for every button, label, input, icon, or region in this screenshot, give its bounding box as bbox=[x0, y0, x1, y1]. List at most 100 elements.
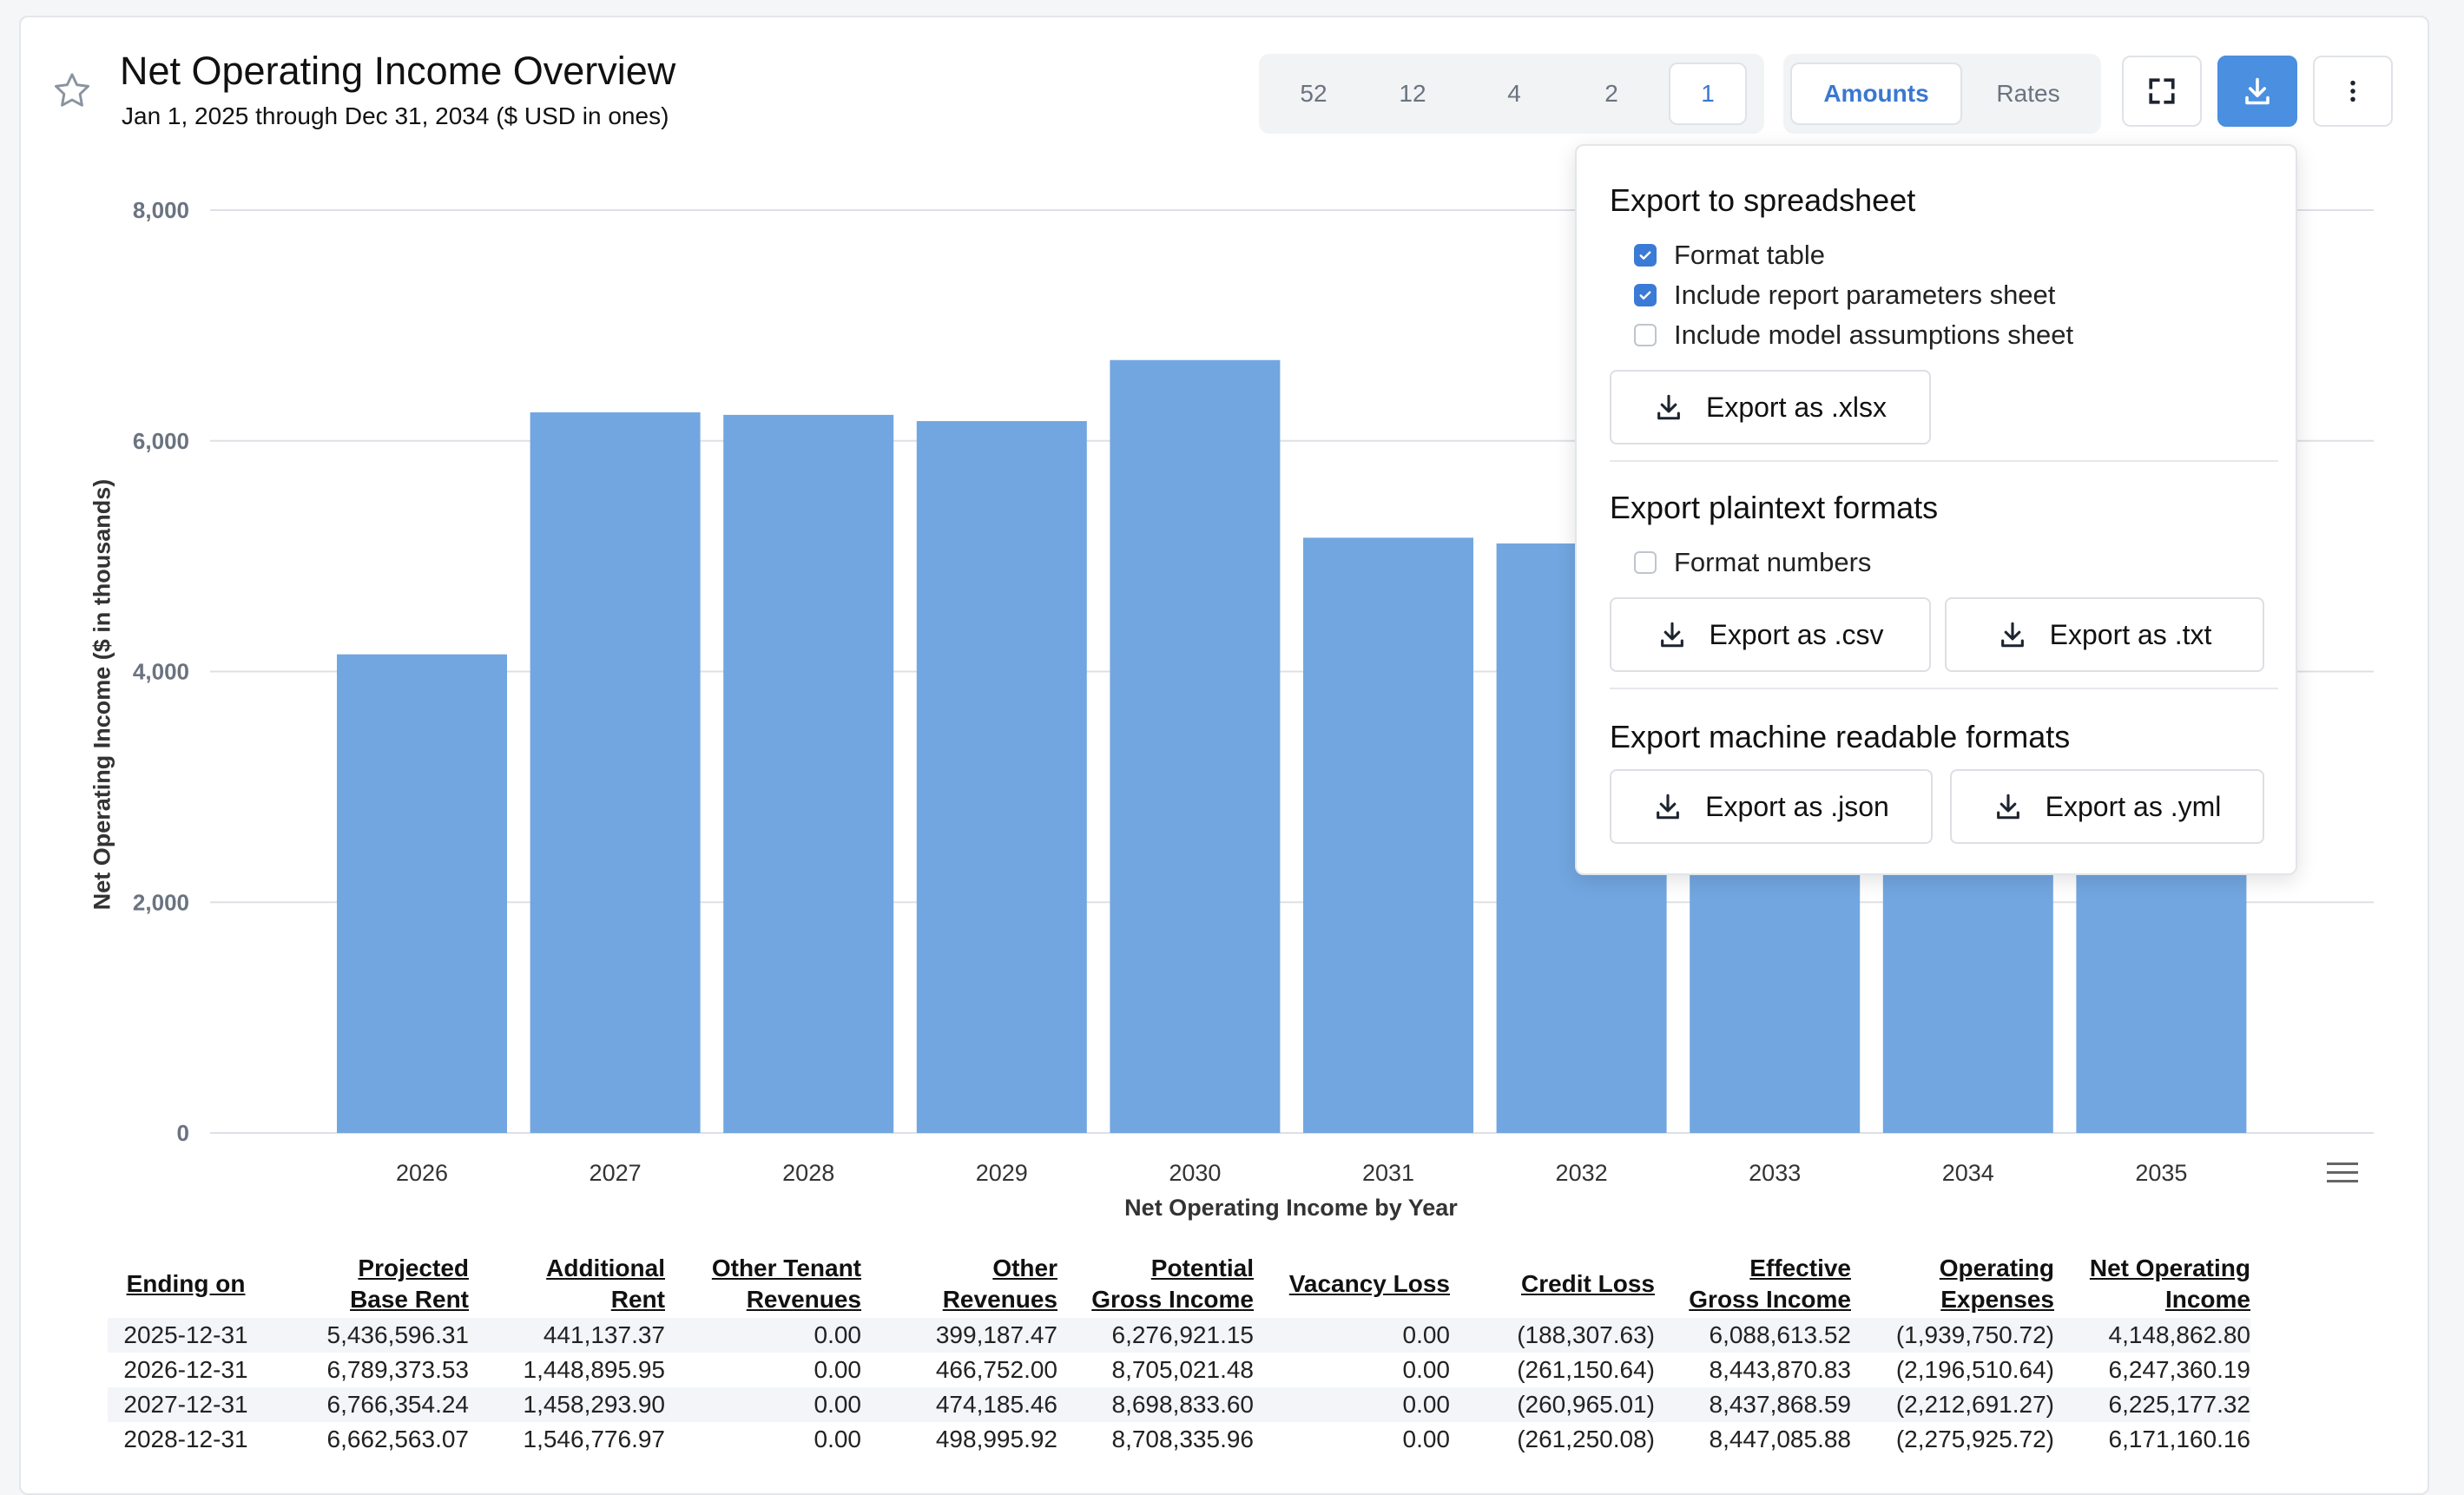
column-header[interactable]: Ending on bbox=[108, 1250, 264, 1318]
checkbox-unchecked-icon bbox=[1634, 551, 1657, 574]
period-option-1[interactable]: 1 bbox=[1669, 63, 1747, 125]
bar-2031[interactable] bbox=[1303, 537, 1473, 1133]
period-option-4[interactable]: 4 bbox=[1507, 80, 1521, 107]
checkbox-unchecked-icon bbox=[1634, 324, 1657, 346]
download-button[interactable] bbox=[2217, 56, 2297, 127]
column-header[interactable]: Effective Gross Income bbox=[1655, 1250, 1851, 1318]
y-tick-label: 0 bbox=[177, 1120, 189, 1146]
x-tick-label: 2027 bbox=[590, 1160, 642, 1186]
table-cell: 6,662,563.07 bbox=[326, 1426, 470, 1452]
bar-2026[interactable] bbox=[337, 654, 507, 1133]
export-xlsx-label: Export as .xlsx bbox=[1705, 391, 1888, 423]
y-tick-label: 4,000 bbox=[133, 659, 189, 685]
column-header[interactable]: Potential Gross Income bbox=[1057, 1250, 1254, 1318]
format-numbers-label: Format numbers bbox=[1674, 547, 1872, 577]
x-tick-label: 2028 bbox=[782, 1160, 834, 1186]
hamburger-icon[interactable] bbox=[2325, 1160, 2360, 1186]
mode-rates-tab[interactable]: Rates bbox=[1996, 80, 2060, 107]
table-cell: 8,698,833.60 bbox=[1057, 1387, 1254, 1422]
table-cell: 6,276,921.15 bbox=[1057, 1318, 1254, 1353]
x-tick-label: 2030 bbox=[1169, 1160, 1221, 1186]
export-txt-button[interactable]: Export as .txt bbox=[1945, 597, 2264, 672]
page-subtitle: Jan 1, 2025 through Dec 31, 2034 ($ USD … bbox=[122, 102, 669, 129]
format-table-checkbox[interactable]: Format table bbox=[1634, 240, 1825, 271]
table-cell: 8,705,021.48 bbox=[1111, 1356, 1255, 1383]
table-cell: 5,436,596.31 bbox=[264, 1318, 469, 1353]
star-icon[interactable] bbox=[50, 69, 94, 113]
noi-data-table: Ending on Projected Base Rent Additional Ren… bbox=[108, 1250, 2250, 1457]
checkbox-checked-icon bbox=[1634, 244, 1657, 267]
export-txt-label: Export as .txt bbox=[2049, 618, 2212, 650]
export-xlsx-button[interactable]: Export as .xlsx bbox=[1610, 370, 1931, 445]
table-cell: (2,196,510.64) bbox=[1895, 1356, 2054, 1383]
format-numbers-checkbox[interactable]: Format numbers bbox=[1634, 547, 1871, 578]
more-options-button[interactable] bbox=[2313, 56, 2393, 127]
download-icon bbox=[1657, 394, 1680, 420]
x-tick-label: 2033 bbox=[1749, 1160, 1801, 1186]
download-icon bbox=[2000, 622, 2024, 648]
column-header[interactable]: Net Operating Income bbox=[2054, 1250, 2250, 1318]
bar-2029[interactable] bbox=[916, 421, 1087, 1133]
column-header[interactable]: Projected Base Rent bbox=[264, 1250, 469, 1318]
export-json-button[interactable]: Export as .json bbox=[1610, 769, 1933, 844]
table-cell: 0.00 bbox=[1254, 1318, 1450, 1353]
download-icon bbox=[1657, 794, 1680, 820]
column-header-label: Revenues bbox=[942, 1286, 1057, 1313]
kebab-menu-icon bbox=[2350, 80, 2355, 102]
table-cell: 2025-12-31 bbox=[108, 1318, 264, 1353]
table-cell: 6,766,354.24 bbox=[264, 1387, 469, 1422]
column-header-label: Effective bbox=[1749, 1255, 1851, 1281]
x-tick-label: 2029 bbox=[976, 1160, 1028, 1186]
column-header[interactable]: Other Tenant Revenues bbox=[665, 1250, 861, 1318]
export-spreadsheet-heading: Export to spreadsheet bbox=[1610, 182, 1916, 218]
y-tick-label: 8,000 bbox=[133, 197, 189, 223]
table-row: 2028-12-31 6,662,563.07 1,546,776.97 0.00 49… bbox=[108, 1422, 2250, 1457]
export-csv-button[interactable]: Export as .csv bbox=[1610, 597, 1931, 672]
table-cell: 6,088,613.52 bbox=[1655, 1318, 1851, 1353]
period-option-2[interactable]: 2 bbox=[1604, 80, 1618, 107]
column-header-label: Operating bbox=[1939, 1255, 2054, 1281]
x-tick-label: 2031 bbox=[1362, 1160, 1414, 1186]
period-option-12[interactable]: 12 bbox=[1399, 80, 1426, 107]
column-header-label: Vacancy Loss bbox=[1288, 1270, 1450, 1297]
column-header[interactable]: Vacancy Loss bbox=[1254, 1250, 1450, 1318]
export-yml-label: Export as .yml bbox=[2045, 790, 2222, 822]
column-header-label: Net Operating bbox=[2089, 1255, 2250, 1281]
x-axis-title: Net Operating Income by Year bbox=[1124, 1195, 1458, 1221]
export-menu: Export to spreadsheet Format table Inclu… bbox=[1575, 144, 2297, 875]
table-cell: (1,939,750.72) bbox=[1851, 1318, 2054, 1353]
table-cell: 474,185.46 bbox=[861, 1387, 1057, 1422]
include-assumptions-label: Include model assumptions sheet bbox=[1674, 319, 2074, 350]
mode-amounts-tab[interactable]: Amounts bbox=[1790, 63, 1962, 125]
table-cell: (2,275,925.72) bbox=[1895, 1426, 2054, 1452]
mode-selector: Amounts Rates bbox=[1783, 54, 2101, 134]
column-header-label: Rent bbox=[610, 1286, 665, 1313]
table-row: 2027-12-31 6,766,354.24 1,458,293.90 0.00 47… bbox=[108, 1387, 2250, 1422]
page-title: Net Operating Income Overview bbox=[120, 49, 676, 93]
column-header-label: Base Rent bbox=[350, 1286, 469, 1313]
export-machine-heading: Export machine readable formats bbox=[1610, 719, 2071, 754]
column-header[interactable]: Other Revenues bbox=[861, 1250, 1057, 1318]
table-cell: 0.00 bbox=[665, 1318, 861, 1353]
column-header[interactable]: Credit Loss bbox=[1450, 1250, 1655, 1318]
column-header-label: Ending on bbox=[126, 1270, 246, 1297]
bar-2027[interactable] bbox=[530, 412, 701, 1133]
fullscreen-button[interactable] bbox=[2122, 56, 2202, 127]
column-header-label: Revenues bbox=[746, 1286, 861, 1313]
table-cell: 0.00 bbox=[1402, 1426, 1451, 1452]
include-assumptions-checkbox[interactable]: Include model assumptions sheet bbox=[1634, 319, 2073, 351]
column-header[interactable]: Additional Rent bbox=[469, 1250, 665, 1318]
bar-2030[interactable] bbox=[1110, 359, 1281, 1133]
table-cell: 1,546,776.97 bbox=[523, 1426, 666, 1452]
export-yml-button[interactable]: Export as .yml bbox=[1950, 769, 2264, 844]
export-json-label: Export as .json bbox=[1705, 790, 1889, 822]
include-params-checkbox[interactable]: Include report parameters sheet bbox=[1634, 280, 2055, 311]
table-cell: (2,212,691.27) bbox=[1851, 1387, 2054, 1422]
bar-2028[interactable] bbox=[723, 414, 894, 1133]
column-header[interactable]: Operating Expenses bbox=[1851, 1250, 2054, 1318]
download-icon bbox=[2245, 77, 2270, 105]
column-header-label: Other bbox=[992, 1255, 1057, 1281]
period-option-52[interactable]: 52 bbox=[1300, 80, 1328, 107]
x-tick-label: 2034 bbox=[1942, 1160, 1994, 1186]
column-header-label: Projected bbox=[358, 1255, 469, 1281]
